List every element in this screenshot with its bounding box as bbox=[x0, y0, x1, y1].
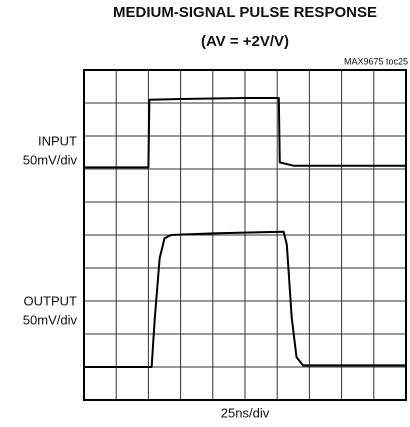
channel-scale: 50mV/div bbox=[23, 152, 78, 167]
plot-border bbox=[83, 69, 407, 401]
channel-label: OUTPUT bbox=[24, 293, 78, 308]
channel-label: INPUT bbox=[38, 133, 77, 148]
chart-title: MEDIUM-SIGNAL PULSE RESPONSE bbox=[113, 4, 377, 21]
chart-subtitle: (AV = +2V/V) bbox=[201, 33, 289, 50]
trace bbox=[84, 97, 406, 169]
annotation: MAX9675 toc25 bbox=[344, 56, 408, 66]
channel-scale: 50mV/div bbox=[23, 312, 78, 327]
trace bbox=[84, 230, 406, 368]
x-axis-label: 25ns/div bbox=[221, 405, 270, 420]
